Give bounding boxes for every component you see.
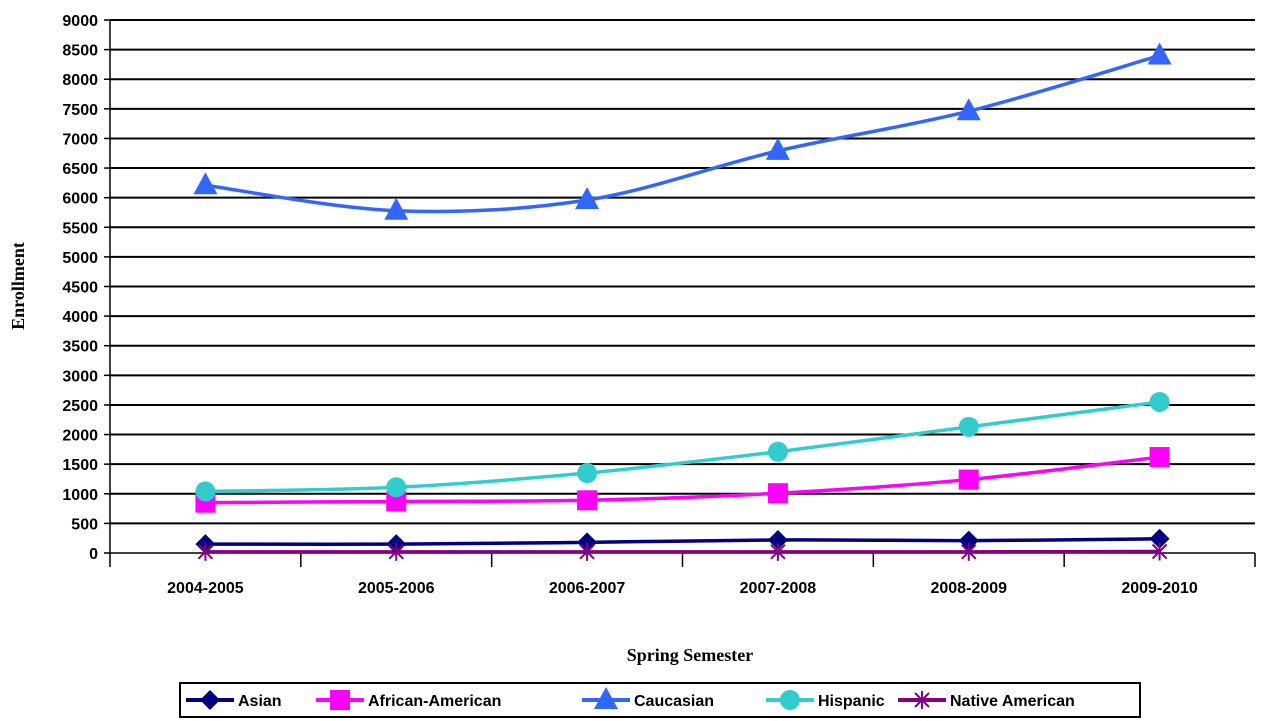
series-line-caucasian	[205, 53, 1161, 214]
legend-marker	[914, 691, 930, 709]
y-tick-label: 1000	[62, 487, 98, 504]
y-axis-title: Enrollment	[8, 242, 28, 330]
y-tick-label: 3000	[62, 368, 98, 385]
y-tick-label: 3500	[62, 339, 98, 356]
y-tick-label: 5500	[62, 220, 98, 237]
legend-entry-hispanic: Hispanic	[766, 690, 885, 710]
data-point-caucasian	[956, 98, 981, 121]
legend-label: Native American	[950, 693, 1075, 710]
y-tick-label: 4000	[62, 309, 98, 326]
data-point-african-american	[577, 490, 598, 511]
legend-marker	[594, 687, 618, 709]
data-point-hispanic	[577, 463, 598, 484]
gridlines	[110, 19, 1255, 525]
series-line-hispanic	[205, 400, 1160, 494]
y-tick-label: 500	[71, 516, 98, 533]
y-tick-labels: 0 500 1000 1500 2000 2500 3000 3500 4000 4500 5000…	[62, 13, 98, 563]
data-point-hispanic	[1149, 391, 1170, 412]
data-point-native-american	[388, 542, 404, 561]
y-tick-label: 2500	[62, 398, 98, 415]
legend-marker	[200, 690, 220, 710]
data-point-hispanic	[767, 441, 788, 462]
data-point-caucasian	[384, 197, 409, 220]
y-tick-label: 7000	[62, 131, 98, 148]
series-lines	[205, 53, 1161, 554]
data-point-native-american	[961, 542, 977, 561]
data-point-african-american	[386, 491, 407, 512]
data-point-native-american	[1151, 542, 1168, 561]
series-line-asian	[205, 537, 1160, 546]
data-point-african-american	[1149, 447, 1170, 468]
legend-label: Hispanic	[818, 693, 885, 710]
x-tick-labels: 2004-2005 2005-2006 2006-2007 2007-2008 2008…	[167, 580, 1198, 597]
legend-entries: Asian African-American Caucasian Hispanic Na…	[186, 687, 1075, 710]
x-tick-label: 2006-2007	[549, 580, 626, 597]
x-tick-label: 2007-2008	[740, 580, 817, 597]
legend-label: African-American	[368, 693, 501, 710]
legend-entry-african-american: African-American	[316, 690, 501, 710]
data-point-caucasian	[575, 187, 600, 210]
data-point-caucasian	[1147, 42, 1172, 65]
data-point-hispanic	[386, 477, 407, 498]
data-point-asian	[767, 529, 788, 550]
data-point-native-american	[579, 542, 595, 561]
y-tick-label: 0	[89, 546, 98, 563]
legend-marker	[780, 690, 800, 710]
x-tick-label: 2004-2005	[167, 580, 244, 597]
legend-label: Asian	[238, 693, 282, 710]
data-point-african-american	[767, 483, 788, 504]
legend-entry-asian: Asian	[186, 690, 282, 710]
data-point-hispanic	[195, 481, 216, 502]
legend: Asian African-American Caucasian Hispanic Na…	[179, 682, 1141, 718]
legend-marker	[330, 690, 350, 710]
data-point-african-american	[958, 469, 979, 490]
legend-entry-caucasian: Caucasian	[582, 687, 714, 710]
y-tick-label: 4500	[62, 280, 98, 297]
data-point-native-american	[197, 542, 214, 561]
data-point-asian	[1149, 528, 1170, 549]
axes	[104, 19, 1256, 567]
legend-label: Caucasian	[634, 693, 714, 710]
y-tick-label: 1500	[62, 457, 98, 474]
data-point-caucasian	[193, 172, 218, 195]
y-tick-label: 9000	[62, 13, 98, 30]
x-tick-label: 2005-2006	[358, 580, 435, 597]
y-tick-label: 6000	[62, 191, 98, 208]
data-point-native-american	[770, 542, 786, 561]
x-tick-label: 2009-2010	[1121, 580, 1198, 597]
x-tick-label: 2008-2009	[930, 580, 1007, 597]
y-tick-label: 2000	[62, 428, 98, 445]
series-line-african-american	[205, 455, 1160, 505]
x-axis-title: Spring Semester	[627, 645, 753, 665]
legend-entry-native-american: Native American	[898, 691, 1075, 710]
data-point-caucasian	[765, 137, 790, 160]
data-point-hispanic	[958, 416, 979, 437]
y-tick-label: 8500	[62, 43, 98, 60]
y-tick-label: 6500	[62, 161, 98, 178]
series-markers	[193, 42, 1172, 561]
y-tick-label: 7500	[62, 102, 98, 119]
y-tick-label: 5000	[62, 250, 98, 267]
y-tick-label: 8000	[62, 72, 98, 89]
